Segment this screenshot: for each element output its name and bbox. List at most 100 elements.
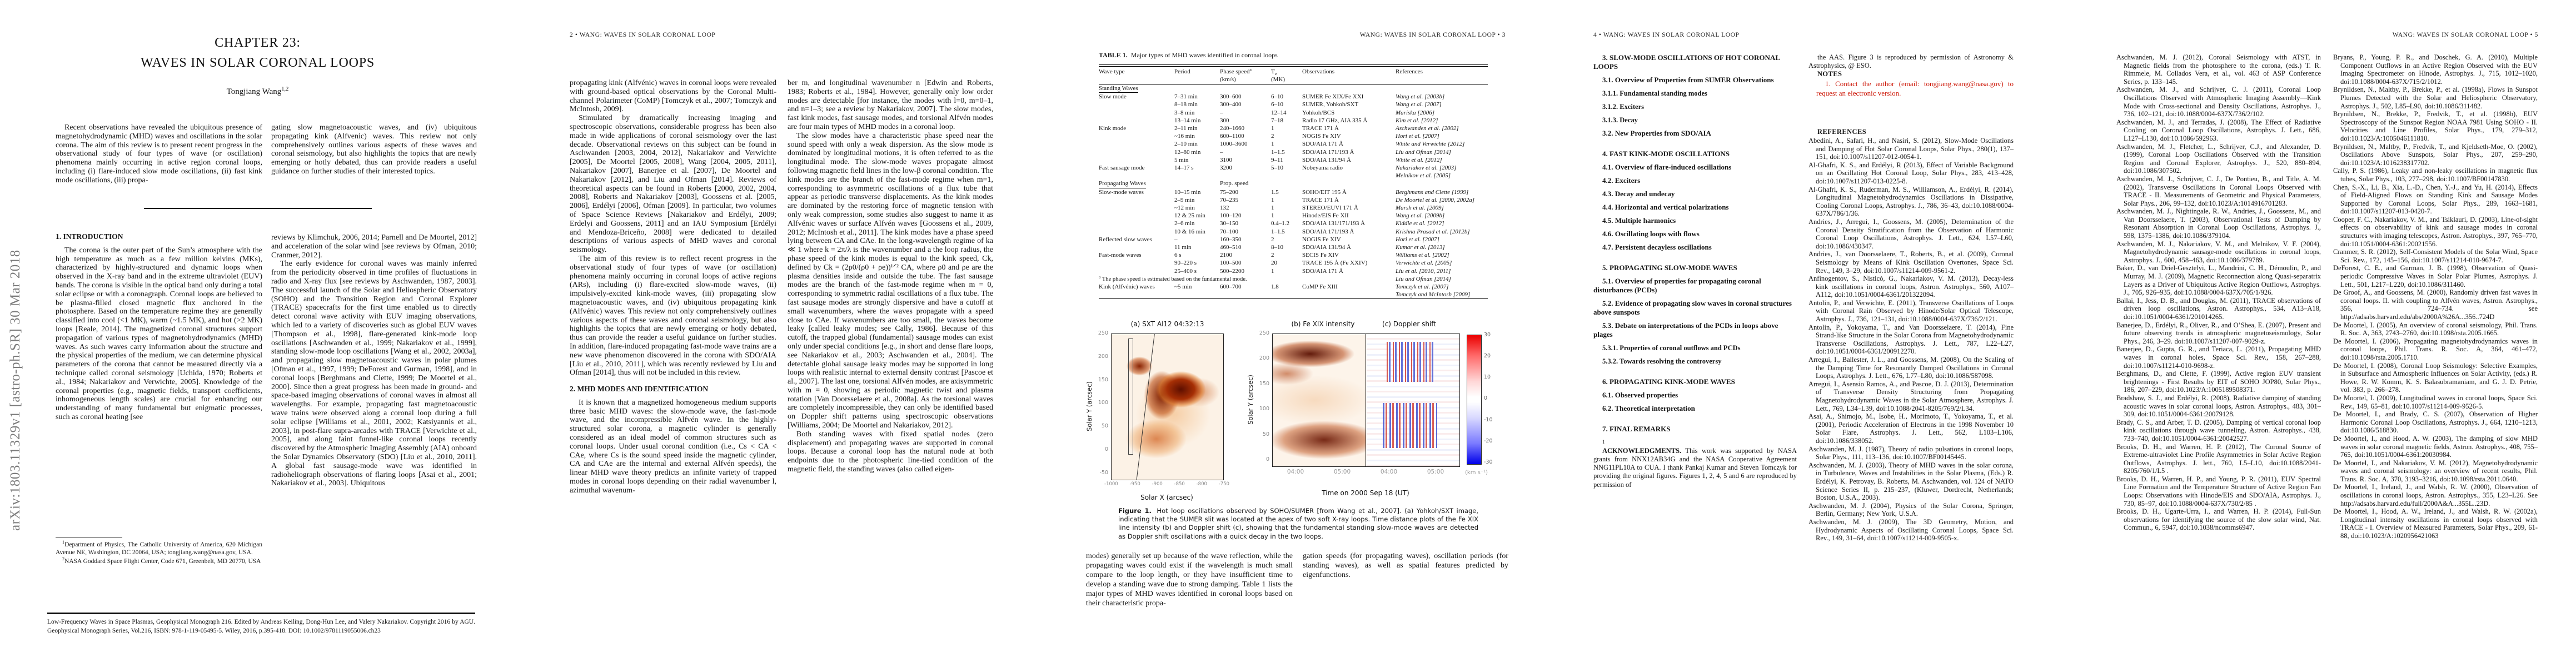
footer-divider	[47, 613, 475, 614]
outline-heading: 3.1.2. Exciters	[1602, 103, 1644, 111]
footnote-1-mark: 1	[62, 540, 65, 545]
outline-heading: 3.1. Overview of Properties from SUMER O…	[1602, 76, 1774, 84]
references-list: Bryans, P., Young, P. R., and Doschek, G…	[2333, 53, 2538, 540]
col-period: Period	[1174, 66, 1220, 84]
group-row-propagating: Propagating Waves Prop. speed	[1099, 180, 1488, 188]
section-outline: 3. SLOW-MODE OSCILLATIONS OF HOT CORONAL…	[1593, 53, 1797, 434]
reference-entry: Ballai, I., Jess, D. B., and Douglas, M.…	[2116, 296, 2321, 321]
reference-entry: De Moortel, I. (2006), Propagating magne…	[2333, 337, 2538, 361]
panel-a-xlabel: Solar X (arcsec)	[1140, 494, 1193, 501]
reference-entry: DeForest, C. E., and Gurman, J. B. (1998…	[2333, 264, 2538, 288]
col-phase-speed: Phase speeda (km/s)	[1220, 66, 1271, 84]
page-4: 4 • WANG: WAVES IN SOLAR CORONAL LOOP 3.…	[1546, 0, 2061, 667]
references-list: Abedini, A., Safari, H., and Nasiri, S. …	[1808, 137, 2014, 542]
panel-bc-yticks: 250 200 150 100 50 0	[1259, 330, 1269, 462]
table-row: Kink mode 2–11 min 240–1660 1 TRACE 171 Å As…	[1099, 125, 1459, 132]
panel-c-xticks: 04:00 05:00	[1380, 469, 1444, 475]
figure-1-caption-label: Figure 1.	[1118, 507, 1152, 515]
table-row: 8–18 min 300–400 6–10 SUMER, Yohkoh/SXT Wan…	[1174, 101, 1442, 108]
col-te: Te (MK)	[1271, 66, 1302, 84]
reference-entry: De Moortel, I., and Brady, C. S. (2007),…	[2333, 410, 2538, 435]
intro-col1: 1. INTRODUCTION The corona is the outer …	[56, 232, 262, 421]
table-row: Kink (Alfvénic) waves ~5 min 600–700 1.8 Co…	[1099, 283, 1471, 298]
table1-header-row: Wave type Period Phase speeda (km/s) Te (M…	[1099, 66, 1488, 84]
panel-a-ylabel: Solar Y (arcsec)	[1085, 381, 1093, 431]
page5-refs-col1: Aschwanden, M. J. (2012), Coronal Seismo…	[2116, 53, 2321, 663]
reference-entry: De Moortel, I. (2008), Coronal Loop Seis…	[2333, 361, 2538, 394]
outline-heading: 3. SLOW-MODE OSCILLATIONS OF HOT CORONAL…	[1593, 53, 1780, 71]
notes-heading: NOTES	[1817, 70, 1842, 78]
panel-c-title: (c) Doppler shift	[1382, 320, 1436, 328]
outline-heading: 5. PROPAGATING SLOW-MODE WAVES	[1602, 263, 1737, 272]
reference-entry: Baker, D., van Driel-Gesztelyi, L., Mand…	[2116, 264, 2321, 297]
outline-heading: 7. FINAL REMARKS	[1602, 425, 1671, 433]
chapter-title-line2: WAVES IN SOLAR CORONAL LOOPS	[140, 56, 375, 70]
panel-bc-xlabel: Time on 2000 Sep 18 (UT)	[1322, 489, 1409, 497]
outline-heading: 4.3. Decay and undecay	[1602, 190, 1675, 198]
table1-title-text: Major types of MHD waves identified in c…	[1130, 51, 1278, 59]
panel-b-title: (b) Fe XIX intensity	[1291, 320, 1355, 328]
table-row: Fast sausage mode 14–17 s 3200 5–10 Nobeyam…	[1099, 164, 1457, 180]
outline-heading: 5.3.1. Properties of coronal outflows an…	[1602, 344, 1741, 352]
col-observations: Observations	[1302, 66, 1396, 84]
reference-entry: Aschwanden, M. J. (2009), The 3D Geometr…	[1808, 517, 2014, 542]
table-row: 11 min 460–510 8–10 SDO/AIA 131/94 Å Kumar …	[1174, 243, 1445, 251]
reference-entry: Cally, P. S. (1986), Leaky and non-leaky…	[2333, 167, 2538, 183]
section-2-heading: 2. MHD MODES AND IDENTIFICATION	[570, 385, 709, 394]
outline-heading: 6.1. Observed properties	[1602, 391, 1678, 399]
author-name: Tongjiang Wang	[226, 87, 282, 96]
colorbar-unit: (km s⁻¹)	[1465, 470, 1488, 476]
reference-entry: Arregui, I., Ballester, J. L., and Gooss…	[1808, 356, 2014, 380]
references-list: Aschwanden, M. J. (2012), Coronal Seismo…	[2116, 53, 2321, 532]
note-1: 1. Contact the author (email: tongjiang.…	[1816, 79, 2014, 98]
reference-entry: Banerjee, D., Gupta, G. R., and Teriaca,…	[2116, 345, 2321, 370]
endnote-mark: 1	[1602, 439, 1605, 445]
outline-heading: 4. FAST KINK-MODE OSCILLATIONS	[1602, 150, 1730, 158]
footnote-2-text: NASA Goddard Space Flight Center, Code 6…	[64, 558, 261, 565]
col-wave-type: Wave type	[1099, 66, 1174, 84]
reference-entry: Aschwanden, M. J., Fletcher, L., Schrijv…	[2116, 142, 2321, 175]
reference-entry: Asai, A., Shimojo, M., Isobe, H., Morimo…	[1808, 412, 2014, 445]
page-5: WANG: WAVES IN SOLAR CORONAL LOOP • 5 As…	[2061, 0, 2576, 667]
figure-1-caption-text: Hot loop oscillations observed by SOHO/S…	[1118, 507, 1479, 540]
reference-entry: De Moortel, I., Hood, A. W., Ireland, J.…	[2333, 507, 2538, 540]
slit-trace-line	[1135, 334, 1156, 480]
page4-toc-column: 3. SLOW-MODE OSCILLATIONS OF HOT CORONAL…	[1593, 53, 1797, 659]
table1-title: TABLE 1. Major types of MHD waves identi…	[1099, 51, 1488, 59]
acknowledgments: ACKNOWLEDGMENTS. This work was supported…	[1593, 446, 1797, 489]
section-1-heading: 1. INTRODUCTION	[56, 232, 123, 241]
col-references: References	[1396, 66, 1488, 84]
table-row: Slow mode 7–31 min 300–600 6–10 SUMER Fe XI…	[1099, 93, 1445, 101]
table1: Wave type Period Phase speeda (km/s) Te (M…	[1099, 64, 1488, 300]
running-head-page2: 2 • WANG: WAVES IN SOLAR CORONAL LOOP	[570, 32, 716, 38]
table-row: 2–6 min 30–150 0.4–1.2 SDO/AIA 131/171/193…	[1174, 220, 1444, 227]
outline-heading: 5.2. Evidence of propagating slow waves …	[1593, 299, 1792, 316]
sumer-slit-box	[1128, 338, 1134, 455]
arxiv-sidebar-label: arXiv:1803.11329v1 [astro-ph.SR] 30 Mar …	[8, 250, 23, 531]
outline-heading: 5.1. Overview of properties for propagat…	[1593, 277, 1761, 294]
outline-heading: 4.6. Oscillating loops with flows	[1602, 230, 1700, 238]
reference-entry: Bradshaw, S. J., and Erdélyi, R. (2008),…	[2116, 394, 2321, 419]
colorbar-ticks: 30 20 10 0 -10 -20 -30	[1484, 332, 1493, 465]
reference-entry: Cooper, F. C., Nakariakov, V. M., and Ts…	[2333, 215, 2538, 248]
page3-below-col2: gation speeds (for propagating waves), o…	[1303, 552, 1508, 579]
author-line: Tongjiang Wang1,2	[0, 86, 515, 97]
chapter-title-line1: CHAPTER 23:	[215, 36, 301, 50]
table-row: 12 & 25 min 100–120 1 Hinode/EIS Fe XII Wan…	[1174, 212, 1445, 220]
doppler-band-upper	[1386, 342, 1436, 382]
permissions-text: the AAS. Figure 3 is reproduced by permi…	[1808, 53, 2014, 70]
running-head-page3: WANG: WAVES IN SOLAR CORONAL LOOP • 3	[1359, 32, 1506, 38]
panel-a-title: (a) SXT Al12 04:32:13	[1130, 320, 1204, 328]
page3-below-col1: modes) generally set up because of the w…	[1086, 552, 1293, 608]
page4-right-column: the AAS. Figure 3 is reproduced by permi…	[1808, 53, 2014, 663]
table-row: Fast-mode waves 6 s 2100 2 SECIS Fe XIV Will…	[1099, 252, 1449, 259]
page2-col2: ber m, and longitudinal wavenumber n [Ed…	[788, 79, 993, 474]
panel-b-intensity-image	[1272, 334, 1367, 467]
outline-heading: 3.1.3. Decay	[1602, 116, 1638, 124]
table-row: 25–400 s 500–2200 1 SDO/AIA 171 Å Liu et al…	[1174, 267, 1451, 282]
abstract-col1: Recent observations have revealed the ub…	[56, 123, 262, 185]
outline-heading: 5.3.2. Towards resolving the controversy	[1602, 357, 1722, 365]
reference-entry: Arregui, I., Asensio Ramos, A., and Pasc…	[1808, 380, 2014, 412]
outline-heading: 6.2. Theoretical interpretation	[1602, 404, 1695, 412]
